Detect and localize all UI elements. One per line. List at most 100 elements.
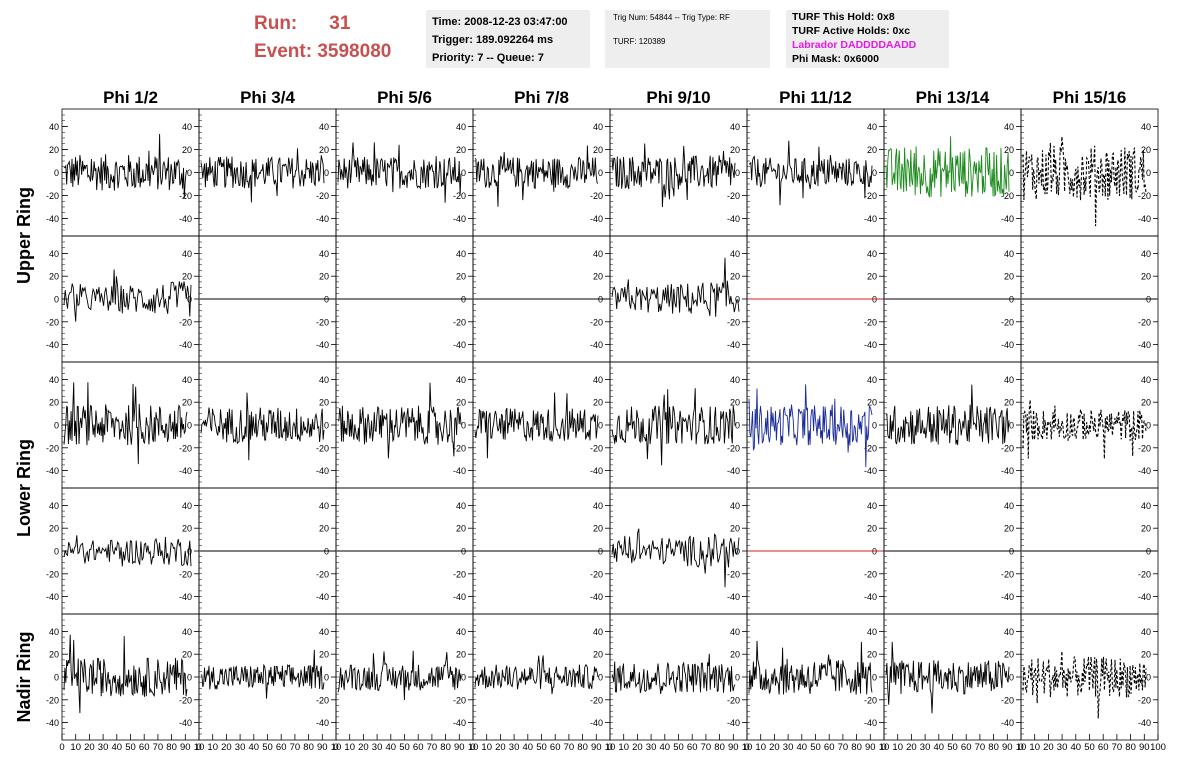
ytick-label: 40 bbox=[730, 375, 740, 385]
ytick-label-left: 40 bbox=[49, 627, 59, 637]
ytick-label: 40 bbox=[319, 375, 329, 385]
ytick-label: -40 bbox=[316, 214, 329, 224]
ytick-label: -20 bbox=[316, 569, 329, 579]
run-row: Run: 31 bbox=[254, 10, 391, 38]
ytick-label: 40 bbox=[319, 627, 329, 637]
ytick-label-left: -40 bbox=[46, 214, 59, 224]
xtick-label: 100 bbox=[1150, 742, 1166, 753]
ytick-label: 40 bbox=[730, 249, 740, 259]
ytick-label: -40 bbox=[727, 214, 740, 224]
xtick-label: 80 bbox=[166, 742, 177, 753]
xtick-label: 90 bbox=[180, 742, 191, 753]
xtick-label: 10 bbox=[892, 742, 903, 753]
ytick-label: -20 bbox=[179, 695, 192, 705]
ytick-label: 20 bbox=[1141, 398, 1151, 408]
ytick-label: 20 bbox=[867, 272, 877, 282]
ytick-label: 0 bbox=[461, 421, 466, 431]
ytick-label: -20 bbox=[1001, 443, 1014, 453]
xtick-label: 50 bbox=[947, 742, 958, 753]
ytick-label: 0 bbox=[735, 168, 740, 178]
ytick-label: 40 bbox=[1004, 249, 1014, 259]
ytick-label: 20 bbox=[730, 524, 740, 534]
ytick-label: 40 bbox=[182, 122, 192, 132]
ytick-label: 20 bbox=[319, 145, 329, 155]
ytick-label: 20 bbox=[319, 398, 329, 408]
ytick-label-left: 0 bbox=[54, 168, 59, 178]
ytick-label: -40 bbox=[727, 592, 740, 602]
ytick-label-left: 20 bbox=[49, 650, 59, 660]
ytick-label: 20 bbox=[593, 272, 603, 282]
event-label: Event: bbox=[254, 41, 313, 62]
trace-waveform-r5-c6 bbox=[748, 640, 873, 695]
ytick-label: 20 bbox=[593, 524, 603, 534]
xtick-label: 30 bbox=[1057, 742, 1068, 753]
trace-waveform-r5-c2 bbox=[200, 649, 325, 699]
ytick-label: -40 bbox=[453, 214, 466, 224]
ytick-label: -40 bbox=[590, 340, 603, 350]
ytick-label: 0 bbox=[461, 168, 466, 178]
ytick-label: 40 bbox=[593, 249, 603, 259]
xtick-label: 10 bbox=[605, 742, 616, 753]
xtick-label: 10 bbox=[331, 742, 342, 753]
ytick-label: 20 bbox=[1141, 272, 1151, 282]
ytick-label: 40 bbox=[593, 122, 603, 132]
ytick-label: 40 bbox=[593, 375, 603, 385]
ytick-label: -20 bbox=[179, 317, 192, 327]
xtick-label: 70 bbox=[427, 742, 438, 753]
ytick-label: -40 bbox=[453, 718, 466, 728]
ytick-label: 0 bbox=[1009, 168, 1014, 178]
ytick-label: 0 bbox=[598, 421, 603, 431]
ytick-label: -40 bbox=[1138, 340, 1151, 350]
ytick-label: -40 bbox=[590, 592, 603, 602]
run-event-block: Run: 31 Event: 3598080 bbox=[254, 10, 391, 66]
ytick-label-left: -40 bbox=[46, 592, 59, 602]
ytick-label: -20 bbox=[316, 443, 329, 453]
ytick-label: 0 bbox=[872, 421, 877, 431]
trace-waveform-r5-c8 bbox=[1022, 651, 1147, 719]
xtick-label: 10 bbox=[755, 742, 766, 753]
ytick-label-left: 40 bbox=[49, 122, 59, 132]
trace-waveform-r5-c1 bbox=[63, 634, 188, 714]
xtick-label: 30 bbox=[920, 742, 931, 753]
ytick-label: -20 bbox=[179, 443, 192, 453]
xtick-label: 60 bbox=[824, 742, 835, 753]
xtick-label: 0 bbox=[470, 742, 475, 753]
column-header-2: Phi 3/4 bbox=[240, 88, 295, 107]
trace-waveform-r3-c6 bbox=[748, 384, 873, 468]
ytick-label: 0 bbox=[187, 421, 192, 431]
xtick-label: 40 bbox=[249, 742, 260, 753]
ytick-label: -20 bbox=[179, 569, 192, 579]
ytick-label: 40 bbox=[867, 375, 877, 385]
ytick-label: 20 bbox=[593, 398, 603, 408]
ytick-label: 40 bbox=[1141, 122, 1151, 132]
ytick-label: 20 bbox=[319, 650, 329, 660]
ytick-label: -20 bbox=[1001, 191, 1014, 201]
ytick-label: 0 bbox=[1146, 673, 1151, 683]
turf-text: TURF: 120389 bbox=[613, 37, 666, 46]
ytick-label: 20 bbox=[1141, 145, 1151, 155]
ytick-label: 40 bbox=[456, 627, 466, 637]
ytick-label: -40 bbox=[590, 466, 603, 476]
ytick-label-left: 0 bbox=[54, 295, 59, 305]
trace-waveform-r3-c4 bbox=[474, 392, 599, 459]
ytick-label: -40 bbox=[1138, 466, 1151, 476]
ytick-label: 40 bbox=[867, 122, 877, 132]
ytick-label: 40 bbox=[456, 249, 466, 259]
ring-label-3: Nadir Ring bbox=[14, 631, 34, 722]
trace-waveform-r4-c1 bbox=[63, 535, 192, 567]
ytick-label: 0 bbox=[324, 168, 329, 178]
xtick-label: 80 bbox=[1125, 742, 1136, 753]
ytick-label: 20 bbox=[867, 145, 877, 155]
ytick-label: 20 bbox=[319, 524, 329, 534]
xtick-label: 70 bbox=[290, 742, 301, 753]
xtick-label: 90 bbox=[317, 742, 328, 753]
ytick-label: 20 bbox=[182, 524, 192, 534]
xtick-label: 90 bbox=[591, 742, 602, 753]
xtick-label: 0 bbox=[196, 742, 201, 753]
xtick-label: 60 bbox=[139, 742, 150, 753]
column-header-3: Phi 5/6 bbox=[377, 88, 432, 107]
ytick-label: 0 bbox=[1146, 421, 1151, 431]
ytick-label: 20 bbox=[319, 272, 329, 282]
xtick-label: 20 bbox=[906, 742, 917, 753]
xtick-label: 30 bbox=[646, 742, 657, 753]
